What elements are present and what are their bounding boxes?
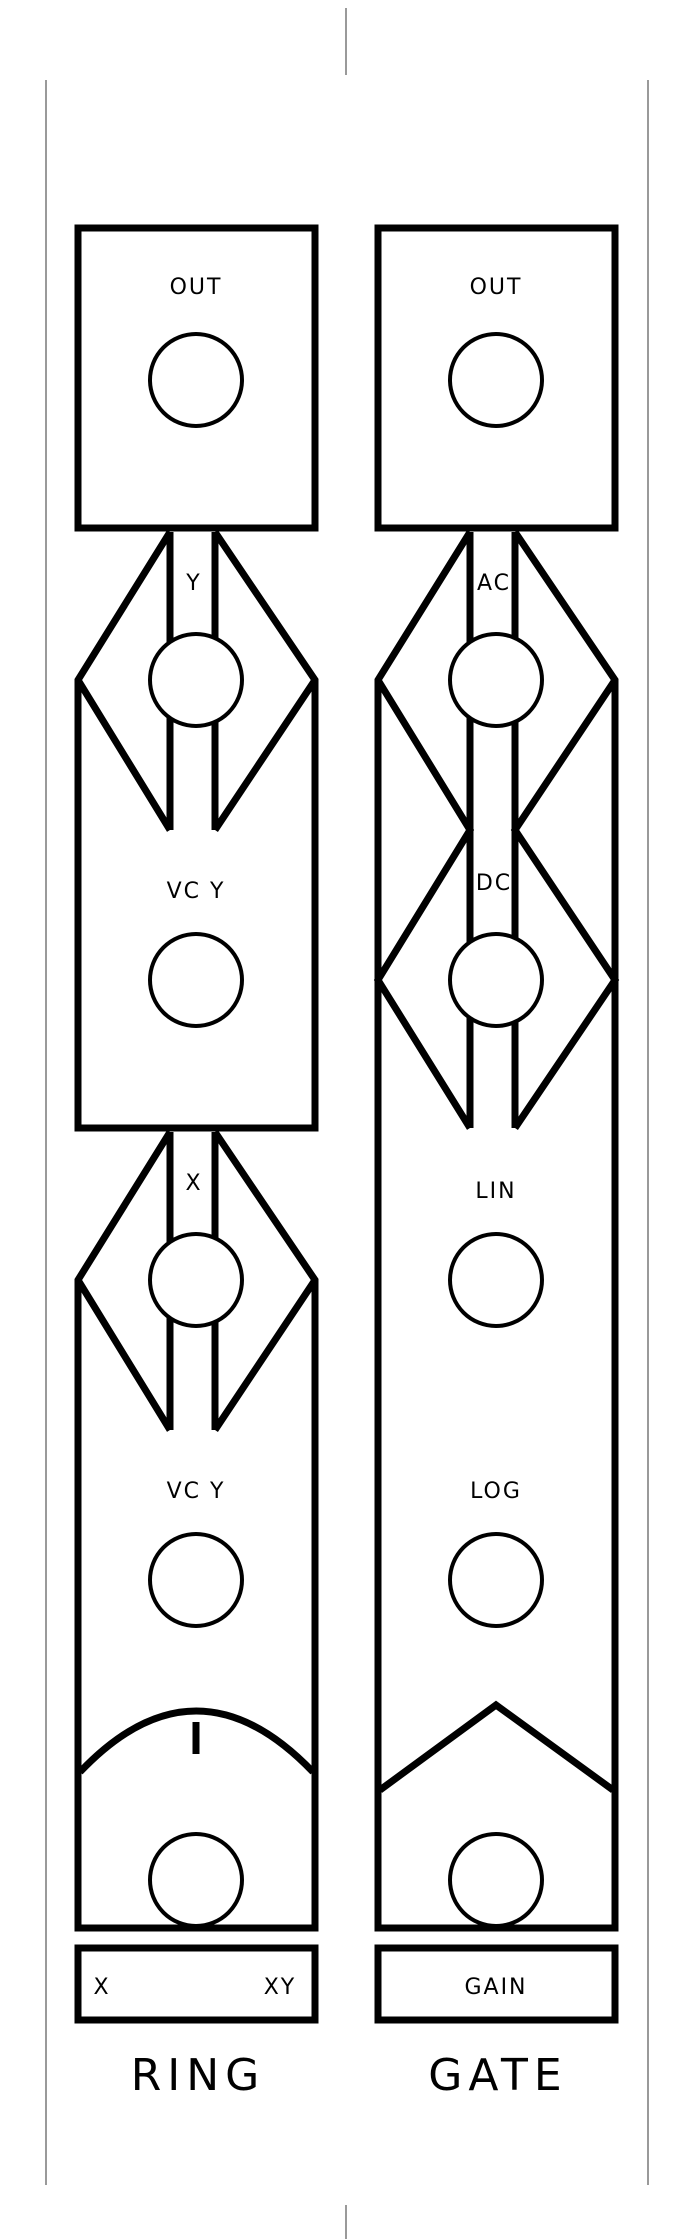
gate-gain-label: GAIN (464, 1975, 527, 2000)
ring-knob-label-box (74, 1944, 319, 2024)
ring-knob-right-label: XY (264, 1975, 297, 2000)
ring-y-label: Y (185, 571, 201, 596)
gate-out-box (374, 224, 619, 532)
ring-out-jack[interactable] (148, 332, 244, 428)
gate-module: OUT AC DC LIN LOG GAIN GATE (373, 224, 620, 2101)
gate-dc-jack[interactable] (448, 932, 544, 1028)
gate-knob-chevron (377, 1700, 616, 1793)
gate-lin-jack[interactable] (448, 1232, 544, 1328)
ring-x-label: X (185, 1171, 202, 1196)
ring-y-jack[interactable] (148, 632, 244, 728)
gate-ac-jack[interactable] (448, 632, 544, 728)
gate-log-label: LOG (470, 1479, 522, 1504)
gate-out-jack[interactable] (448, 332, 544, 428)
gate-gain-label-box (374, 1944, 619, 2024)
ring-vc-y-jack-2[interactable] (148, 1532, 244, 1628)
ring-mix-knob[interactable] (148, 1832, 244, 1928)
ring-vc-y-jack-1[interactable] (148, 932, 244, 1028)
gate-dc-label: DC (476, 871, 512, 896)
ring-module: OUT Y VC Y X VC Y X XY RING (74, 224, 319, 2101)
ring-knob-arc (77, 1707, 316, 1775)
gate-ac-label: AC (477, 571, 511, 596)
ring-y-outline (74, 530, 319, 1132)
ring-x-jack[interactable] (148, 1232, 244, 1328)
ring-out-label: OUT (170, 275, 223, 300)
gate-module-name: GATE (428, 2050, 567, 2101)
gate-outline (373, 530, 620, 1932)
ring-out-box (74, 224, 319, 532)
ring-vc-y-label-1: VC Y (167, 879, 226, 904)
gate-gain-knob[interactable] (448, 1832, 544, 1928)
ring-module-name: RING (131, 2050, 266, 2101)
ring-knob-left-label: X (93, 1975, 110, 2000)
gate-lin-label: LIN (475, 1179, 516, 1204)
ring-vc-y-label-2: VC Y (167, 1479, 226, 1504)
gate-out-label: OUT (470, 275, 523, 300)
gate-log-jack[interactable] (448, 1532, 544, 1628)
